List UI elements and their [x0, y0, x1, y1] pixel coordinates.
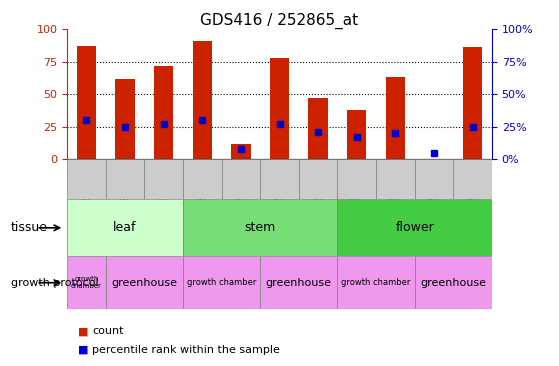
- Bar: [309, 98, 328, 159]
- Bar: [106, 159, 144, 199]
- Bar: [415, 256, 492, 309]
- Bar: [183, 256, 260, 309]
- Bar: [183, 159, 221, 199]
- Text: ■: ■: [78, 344, 89, 355]
- Bar: [193, 41, 212, 159]
- Bar: [299, 159, 338, 199]
- Bar: [386, 77, 405, 159]
- Bar: [67, 199, 183, 256]
- Bar: [260, 256, 338, 309]
- Text: ■: ■: [78, 326, 89, 336]
- Bar: [415, 159, 453, 199]
- Bar: [231, 143, 250, 159]
- Bar: [338, 256, 415, 309]
- Text: tissue: tissue: [11, 221, 48, 234]
- Bar: [221, 159, 260, 199]
- Text: growth protocol: growth protocol: [11, 278, 99, 288]
- Text: flower: flower: [395, 221, 434, 234]
- Bar: [453, 159, 492, 199]
- Text: percentile rank within the sample: percentile rank within the sample: [92, 344, 280, 355]
- Bar: [67, 256, 106, 309]
- Text: greenhouse: greenhouse: [111, 278, 177, 288]
- Text: leaf: leaf: [113, 221, 137, 234]
- Bar: [183, 199, 338, 256]
- Text: GDS416 / 252865_at: GDS416 / 252865_at: [201, 13, 358, 29]
- Text: count: count: [92, 326, 124, 336]
- Text: growth chamber: growth chamber: [342, 278, 411, 287]
- Bar: [67, 159, 106, 199]
- Bar: [463, 48, 482, 159]
- Text: stem: stem: [245, 221, 276, 234]
- Bar: [270, 58, 289, 159]
- Bar: [106, 256, 183, 309]
- Bar: [260, 159, 299, 199]
- Bar: [347, 110, 366, 159]
- Text: growth chamber: growth chamber: [187, 278, 256, 287]
- Bar: [338, 159, 376, 199]
- Text: greenhouse: greenhouse: [266, 278, 332, 288]
- Bar: [376, 159, 415, 199]
- Text: greenhouse: greenhouse: [420, 278, 486, 288]
- Bar: [338, 199, 492, 256]
- Bar: [144, 159, 183, 199]
- Bar: [77, 46, 96, 159]
- Bar: [115, 79, 135, 159]
- Text: growth
chamber: growth chamber: [71, 276, 102, 289]
- Bar: [154, 66, 173, 159]
